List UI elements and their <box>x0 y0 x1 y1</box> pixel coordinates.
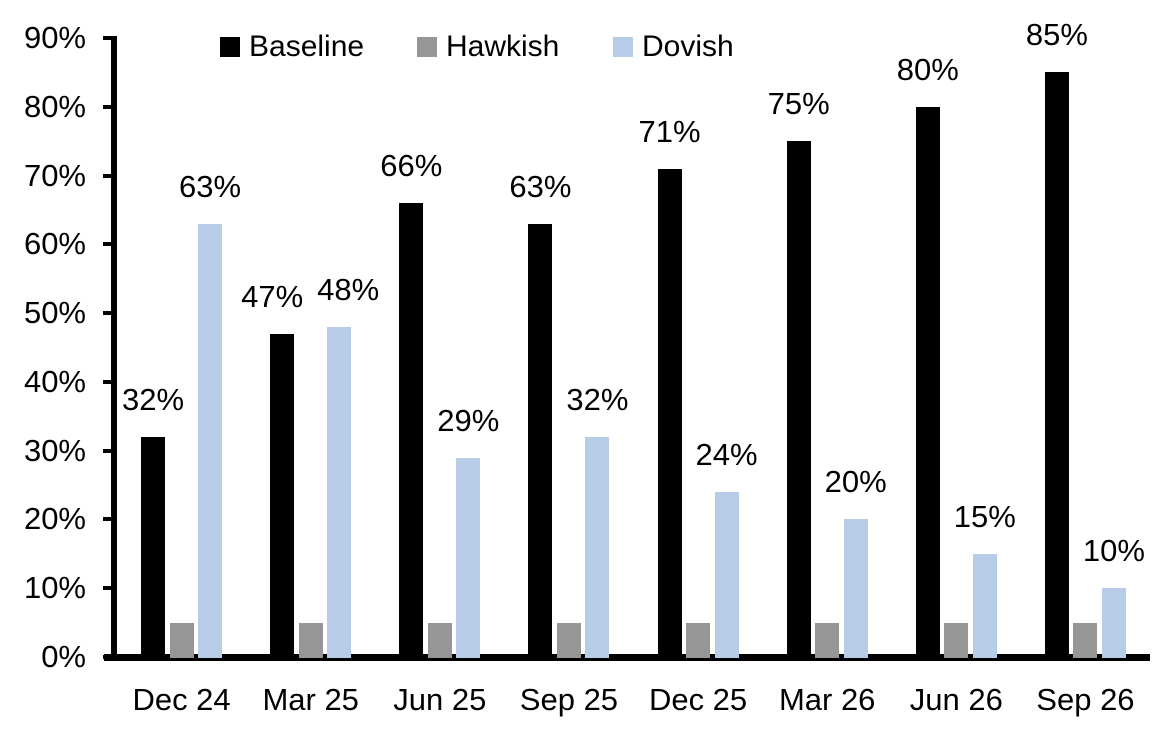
data-label-dovish: 48% <box>317 271 380 307</box>
x-axis-category-label: Dec 24 <box>132 682 231 717</box>
bar-baseline <box>399 203 424 658</box>
y-axis-tick-mark <box>103 173 117 178</box>
data-label-baseline: 85% <box>1025 17 1088 53</box>
y-axis-tick-mark <box>103 586 117 591</box>
y-axis-tick-label: 10% <box>23 570 86 606</box>
bar-dovish <box>198 223 223 658</box>
bar-baseline <box>786 141 811 658</box>
bar-hawkish <box>298 622 323 658</box>
legend-label-hawkish: Hawkish <box>446 30 560 63</box>
bar-hawkish <box>815 622 840 658</box>
bar-dovish <box>972 553 997 658</box>
bar-dovish <box>1101 588 1126 658</box>
data-label-dovish: 20% <box>824 464 887 500</box>
x-axis-category-label: Jun 25 <box>393 682 487 717</box>
bar-baseline <box>141 436 166 658</box>
x-axis-category-label: Jun 26 <box>909 682 1003 717</box>
y-axis-tick-label: 40% <box>23 363 86 399</box>
y-axis-tick-label: 0% <box>41 639 86 674</box>
data-label-dovish: 15% <box>953 498 1016 534</box>
data-label-dovish: 63% <box>179 168 242 204</box>
data-label-baseline: 32% <box>122 381 185 417</box>
data-label-baseline: 66% <box>380 148 443 184</box>
legend-label-baseline: Baseline <box>249 30 365 63</box>
y-axis-tick-label: 30% <box>23 432 86 468</box>
data-label-baseline: 71% <box>638 113 701 149</box>
bar-baseline <box>528 223 553 658</box>
data-label-baseline: 75% <box>767 86 830 122</box>
bar-baseline <box>915 106 940 658</box>
bar-hawkish <box>686 622 711 658</box>
data-label-baseline: 47% <box>241 278 304 314</box>
data-label-dovish: 29% <box>437 402 500 438</box>
data-label-baseline: 80% <box>896 51 959 87</box>
bar-dovish <box>327 326 352 658</box>
data-label-dovish: 32% <box>566 381 629 417</box>
bar-hawkish <box>944 622 969 658</box>
legend-entry-baseline: Baseline <box>220 30 365 63</box>
y-axis-tick-label: 60% <box>23 226 86 262</box>
legend-entry-dovish: Dovish <box>613 30 734 63</box>
y-axis-tick-label: 50% <box>23 295 86 331</box>
bar-baseline <box>1044 72 1069 658</box>
bar-hawkish <box>556 622 581 658</box>
data-label-baseline: 63% <box>509 168 572 204</box>
y-axis-tick-mark <box>103 379 117 384</box>
y-axis-tick-mark <box>103 242 117 247</box>
legend-swatch-hawkish <box>417 37 437 57</box>
y-axis-tick-label: 90% <box>23 20 86 55</box>
legend-swatch-baseline <box>220 37 240 57</box>
bar-dovish <box>714 491 739 658</box>
legend-swatch-dovish <box>613 37 633 57</box>
bar-hawkish <box>1073 622 1098 658</box>
y-axis-tick-mark <box>103 517 117 522</box>
bar-hawkish <box>169 622 194 658</box>
data-label-dovish: 10% <box>1082 533 1145 569</box>
y-axis-tick-mark <box>103 104 117 109</box>
x-axis-category-label: Dec 25 <box>648 682 748 717</box>
bar-baseline <box>657 168 682 658</box>
x-axis-category-label: Mar 25 <box>262 682 359 717</box>
y-axis-line <box>111 36 117 661</box>
y-axis-tick-mark <box>103 448 117 453</box>
data-label-dovish: 24% <box>695 436 758 472</box>
x-axis-category-label: Sep 25 <box>519 682 619 717</box>
x-axis-category-label: Mar 26 <box>778 682 876 717</box>
bar-hawkish <box>427 622 452 658</box>
y-axis-tick-label: 70% <box>23 157 86 193</box>
x-axis-line <box>104 654 1150 661</box>
y-axis-tick-label: 20% <box>23 501 86 537</box>
y-axis-tick-mark <box>103 311 117 316</box>
bar-baseline <box>270 333 295 658</box>
legend-label-dovish: Dovish <box>642 30 734 63</box>
y-axis-tick-label: 80% <box>23 88 86 124</box>
y-axis-tick-mark <box>103 36 117 40</box>
bar-dovish <box>843 519 868 658</box>
bar-dovish <box>585 436 610 658</box>
legend-entry-hawkish: Hawkish <box>417 30 560 63</box>
x-axis-category-label: Sep 26 <box>1036 682 1135 717</box>
bar-dovish <box>456 457 481 658</box>
